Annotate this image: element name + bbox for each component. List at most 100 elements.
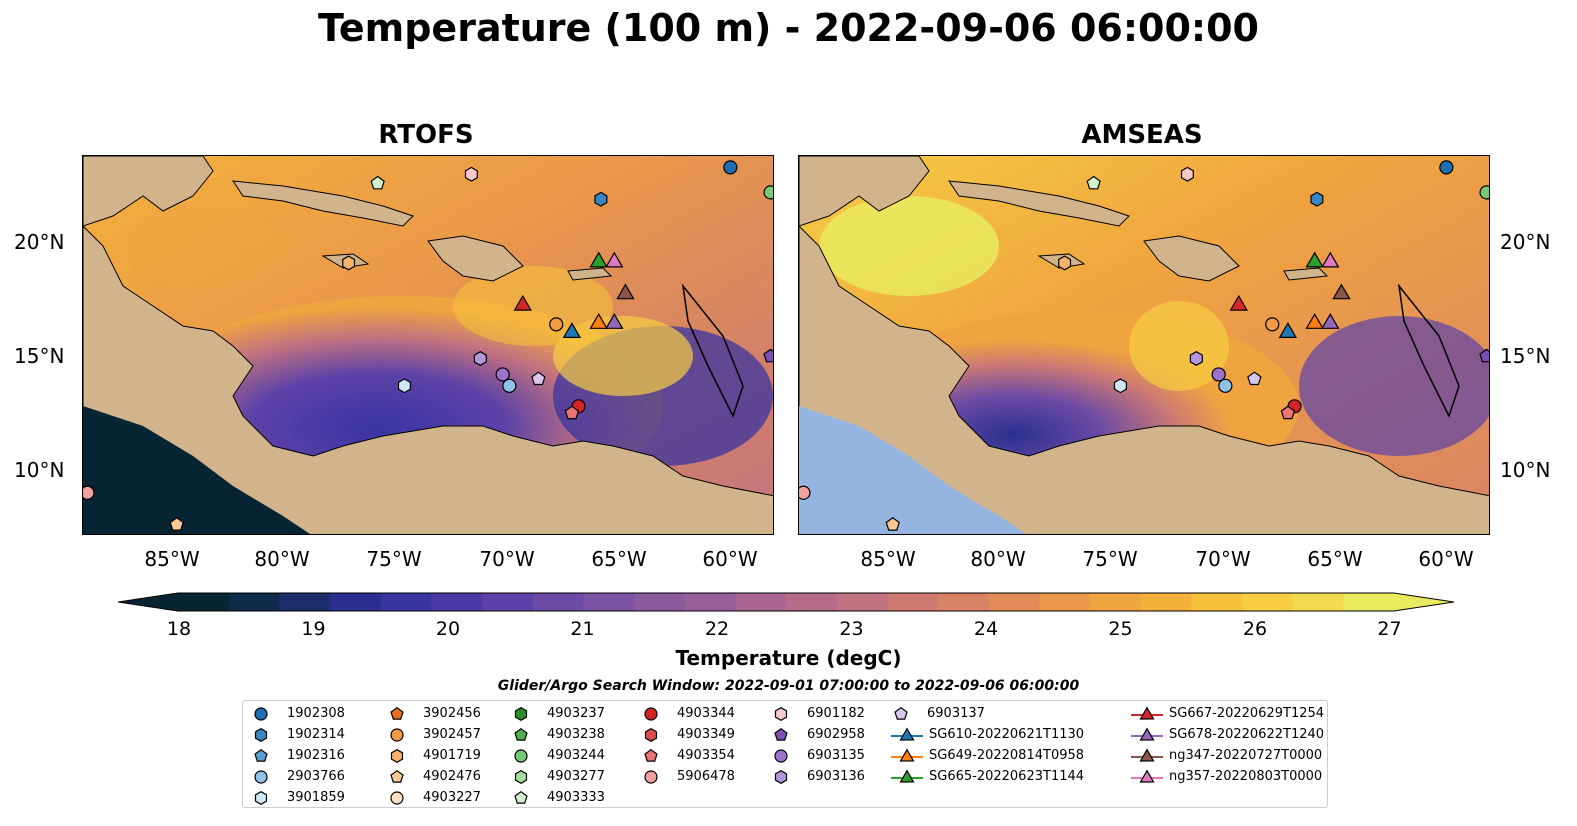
- legend-label: 4903344: [677, 706, 735, 721]
- legend-marker-icon: [891, 748, 923, 762]
- colorbar-tick-label: 20: [435, 618, 461, 640]
- argo-float-marker-1902314: [594, 191, 608, 207]
- lon-label-rtofs-3: 70°W: [479, 547, 535, 571]
- colorbar: [117, 592, 1455, 612]
- legend-marker-icon: [254, 791, 268, 805]
- colorbar-segment: [330, 593, 382, 611]
- legend-label: ng347-20220727T0000: [1169, 748, 1323, 763]
- glider-marker-SG665-20220623T1144: [589, 251, 608, 268]
- legend-marker: [254, 791, 268, 805]
- argo-float-marker-4901719: [342, 255, 356, 271]
- colorbar-segment: [786, 593, 838, 611]
- legend-marker: [644, 728, 658, 742]
- lon-label-rtofs-5: 60°W: [702, 547, 758, 571]
- argo-float-marker-4903333: [370, 175, 385, 190]
- lon-label-amseas-4: 65°W: [1307, 547, 1363, 571]
- glider-marker-SG667-20220629T1254: [513, 294, 532, 311]
- legend-marker-icon: [514, 790, 528, 804]
- colorbar-segment: [1191, 593, 1243, 611]
- legend-marker-icon: [774, 727, 788, 741]
- legend-marker: [644, 748, 658, 762]
- legend-marker-icon: [1131, 727, 1163, 741]
- colorbar-segment: [1242, 593, 1294, 611]
- legend-label: SG610-20220621T1130: [929, 727, 1085, 742]
- figure-title: Temperature (100 m) - 2022-09-06 06:00:0…: [317, 6, 1259, 50]
- lat-label-15n-left: 15°N: [14, 344, 65, 368]
- legend-label: SG649-20220814T0958: [929, 748, 1085, 763]
- colorbar-segment: [532, 593, 584, 611]
- legend-marker-icon: [390, 706, 404, 720]
- amseas-map[interactable]: [798, 155, 1490, 535]
- colorbar-tick-label: 22: [704, 618, 730, 640]
- legend-marker-icon: [644, 728, 658, 742]
- legend-marker: [1139, 748, 1155, 762]
- argo-float-marker-4902476: [169, 517, 184, 531]
- legend-marker: [514, 790, 528, 804]
- colorbar-tick-label: 19: [301, 618, 326, 640]
- argo-float-marker-6902958: [763, 348, 773, 363]
- lon-label-rtofs-1: 80°W: [254, 547, 310, 571]
- colorbar-tick-label: 24: [973, 618, 999, 640]
- legend-marker-icon: [254, 707, 268, 721]
- legend-marker-icon: [390, 749, 404, 763]
- colorbar-segment: [228, 593, 280, 611]
- legend-marker-icon: [644, 770, 658, 784]
- legend-marker: [390, 791, 404, 805]
- glider-marker-SG678-20220622T1240: [605, 312, 624, 329]
- colorbar-segment: [634, 593, 686, 611]
- argo-float-marker-4903333: [1086, 175, 1101, 190]
- argo-float-marker-6903137: [1247, 371, 1262, 386]
- legend-marker: [644, 707, 658, 721]
- lat-label-15n-right: 15°N: [1500, 344, 1551, 368]
- lon-label-amseas-3: 70°W: [1195, 547, 1251, 571]
- legend-label: 4903237: [547, 706, 605, 721]
- lon-label-rtofs-4: 65°W: [591, 547, 647, 571]
- colorbar-tick-label: 27: [1377, 618, 1402, 640]
- argo-float-marker-4903244: [763, 185, 773, 200]
- legend-marker-icon: [390, 791, 404, 805]
- argo-float-marker-6903137: [531, 371, 546, 386]
- argo-float-marker-3902457: [549, 317, 564, 332]
- legend-marker: [254, 748, 268, 762]
- legend-marker-icon: [254, 728, 268, 742]
- argo-float-marker-4901719: [1058, 255, 1072, 271]
- legend-label: 6903136: [807, 769, 865, 784]
- legend-label: 4903238: [547, 727, 605, 742]
- colorbar-tick-label: 26: [1242, 618, 1268, 640]
- legend-marker: [774, 727, 788, 741]
- legend-marker-icon: [390, 769, 404, 783]
- lat-label-10n-left: 10°N: [14, 458, 65, 482]
- legend-label: SG667-20220629T1254: [1169, 706, 1325, 721]
- legend-marker: [514, 707, 528, 721]
- colorbar-title: Temperature (degC): [675, 646, 902, 670]
- legend-marker-icon: [774, 707, 788, 721]
- glider-marker-SG610-20220621T1130: [1278, 322, 1298, 338]
- lon-label-amseas-0: 85°W: [860, 547, 916, 571]
- colorbar-tick-label: 18: [166, 618, 192, 640]
- legend-label: 1902314: [287, 727, 345, 742]
- legend-marker: [1139, 769, 1155, 783]
- legend-label: ng357-20220803T0000: [1169, 769, 1323, 784]
- argo-float-marker-5906478: [83, 485, 95, 500]
- glider-marker-SG610-20220621T1130: [562, 322, 582, 338]
- colorbar-segment: [1292, 593, 1344, 611]
- colorbar-segment: [482, 593, 534, 611]
- legend-marker-icon: [1131, 706, 1163, 720]
- legend-marker: [254, 728, 268, 742]
- argo-float-marker-4903244: [1479, 185, 1489, 200]
- legend-marker: [514, 727, 528, 741]
- glider-marker-ng347-20220727T0000: [1332, 283, 1351, 300]
- legend-marker-icon: [254, 748, 268, 762]
- legend-label: 4903277: [547, 769, 605, 784]
- colorbar-segment: [735, 593, 787, 611]
- argo-float-marker-4903354: [564, 405, 580, 420]
- legend-marker: [1139, 727, 1155, 741]
- legend-label: 4903333: [547, 790, 605, 805]
- rtofs-map[interactable]: [82, 155, 774, 535]
- colorbar-segment: [279, 593, 331, 611]
- panel-title-rtofs: RTOFS: [378, 120, 474, 150]
- glider-marker-ng357-20220803T0000: [1321, 251, 1340, 268]
- argo-float-marker-6901182: [464, 166, 478, 182]
- argo-float-marker-6903136: [473, 351, 487, 366]
- colorbar-segment: [1039, 593, 1091, 611]
